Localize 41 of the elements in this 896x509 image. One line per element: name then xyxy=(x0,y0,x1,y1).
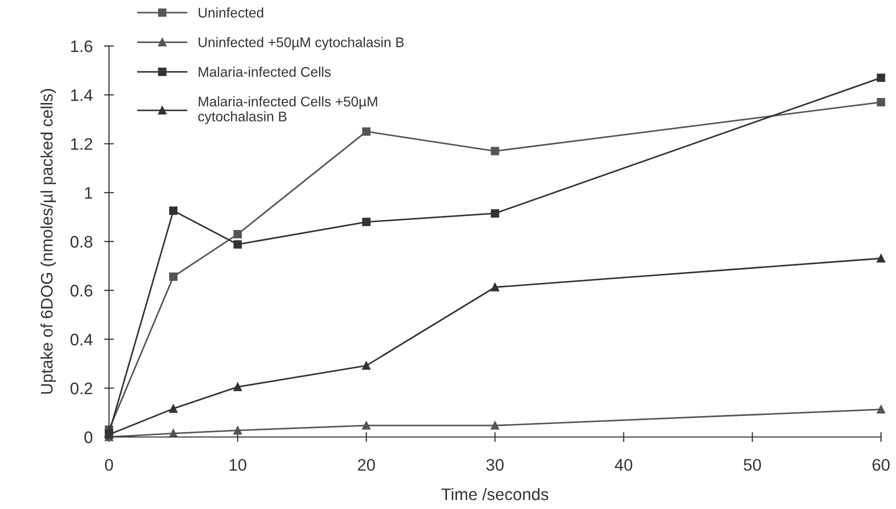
y-tick-label: 1 xyxy=(85,187,92,199)
point xyxy=(234,240,242,249)
point xyxy=(876,254,886,263)
point xyxy=(234,382,242,392)
x-tick-label: 30 xyxy=(486,458,504,471)
y-axis-title: Uptake of 6DOG (nmoles/µl packed cells) xyxy=(40,89,56,394)
y-tick-label: 0.6 xyxy=(70,284,92,297)
point xyxy=(362,361,370,370)
y-tick-label: 0.2 xyxy=(70,382,92,394)
legend-label: Uninfected +50µM cytochalasin B xyxy=(198,37,404,50)
point xyxy=(234,426,242,435)
point xyxy=(490,421,500,430)
point xyxy=(490,146,500,156)
y-tick-label: 0.4 xyxy=(70,334,93,346)
legend-label: Malaria-infected Cells xyxy=(198,66,331,77)
y-tick-label: 1.4 xyxy=(71,89,93,101)
x-tick-label: 40 xyxy=(614,458,632,471)
point xyxy=(169,404,178,413)
point xyxy=(169,272,178,281)
point xyxy=(362,421,370,430)
legend-label: Malaria-infected Cells +50µM cytochalasin B xyxy=(198,96,378,124)
point xyxy=(876,405,886,414)
point xyxy=(362,127,370,136)
point xyxy=(362,218,370,226)
y-tick-label: 1.2 xyxy=(71,138,92,150)
point xyxy=(876,74,886,82)
x-axis-title: Time /seconds xyxy=(442,488,548,500)
y-tick-label: 1.6 xyxy=(71,40,92,52)
x-tick-label: 0 xyxy=(105,458,113,471)
legend-label: Uninfected xyxy=(198,7,264,18)
y-tick-label: 0 xyxy=(84,431,92,444)
point xyxy=(234,230,242,238)
x-tick-label: 60 xyxy=(872,458,890,471)
x-tick-label: 20 xyxy=(358,458,375,471)
x-tick-label: 50 xyxy=(744,458,761,471)
point xyxy=(169,206,178,215)
point xyxy=(490,283,500,292)
point xyxy=(490,209,500,218)
point xyxy=(876,98,886,106)
y-tick-label: 0.8 xyxy=(70,236,92,248)
x-tick-label: 10 xyxy=(230,458,246,471)
